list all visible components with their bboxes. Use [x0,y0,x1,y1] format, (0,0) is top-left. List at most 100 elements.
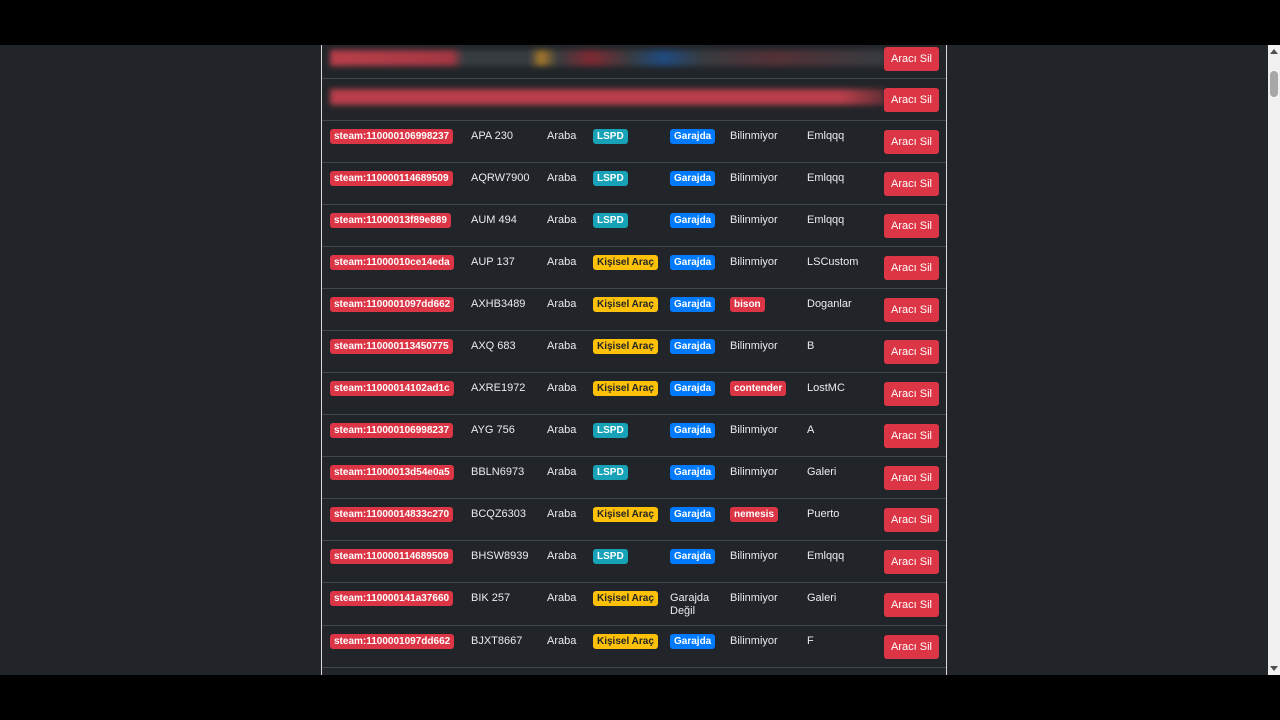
steam-id-badge: steam:1100001097dd662 [330,297,455,312]
scroll-up-icon[interactable] [1270,49,1278,54]
owner-cell: Puerto [807,508,840,520]
table-row: steam:1100001097dd662 AXHB3489 Araba Kişise… [322,288,946,330]
vertical-scrollbar[interactable] [1268,45,1280,675]
model-badge: contender [730,381,787,396]
delete-vehicle-button[interactable]: Aracı Sil [884,635,939,659]
delete-vehicle-button[interactable]: Aracı Sil [884,214,939,238]
vehicle-type-cell: Araba [547,172,577,184]
delete-vehicle-button[interactable]: Aracı Sil [884,593,939,617]
steam-id-badge: steam:110000114689509 [330,549,453,564]
model-cell: Bilinmiyor [730,635,778,647]
vehicle-type-cell: Araba [547,382,577,394]
table-row: steam:110000114689509 AQRW7900 Araba LSPD Ga… [322,162,946,204]
job-badge: Kişisel Araç [593,297,658,312]
delete-vehicle-button[interactable]: Aracı Sil [884,130,939,154]
model-cell: Bilinmiyor [730,130,778,142]
table-row: steam:110000106998237 APA 230 Araba LSPD Gar… [322,120,946,162]
owner-cell: A [807,424,815,436]
owner-cell: B [807,340,815,352]
job-badge: LSPD [593,129,628,144]
garage-status-badge: Garajda [670,171,716,186]
garage-status-badge: Garajda [670,297,716,312]
table-row: steam:11000013d54e0a5 BBLN6973 Araba LSPD Ga… [322,456,946,498]
garage-status-badge: Garajda [670,634,716,649]
garage-status-badge: Garajda [670,507,716,522]
plate-cell: APA 230 [471,130,513,142]
steam-id-badge: steam:11000013f89e889 [330,213,451,228]
plate-cell: BIK 257 [471,592,511,604]
scrollbar-thumb[interactable] [1270,71,1278,97]
job-badge: LSPD [593,549,628,564]
plate-cell: AXHB3489 [471,298,526,310]
table-row: steam:110000114689509 BHSW8939 Araba LSPD Ga… [322,540,946,582]
job-badge: Kişisel Araç [593,381,658,396]
delete-vehicle-button[interactable]: Aracı Sil [884,550,939,574]
delete-vehicle-button[interactable]: Aracı Sil [884,256,939,280]
redacted-content [330,89,885,105]
model-cell: Bilinmiyor [730,256,778,268]
delete-vehicle-button[interactable]: Aracı Sil [884,47,939,71]
steam-id-badge: steam:11000014833c270 [330,507,454,522]
plate-cell: AQRW7900 [471,172,530,184]
garage-status-badge: Garajda [670,465,716,480]
garage-status-badge: Garajda [670,381,716,396]
delete-vehicle-button[interactable]: Aracı Sil [884,88,939,112]
garage-status-badge: Garajda [670,213,716,228]
steam-id-badge: steam:11000013d54e0a5 [330,465,454,480]
vehicle-type-cell: Araba [547,130,577,142]
table-row [322,667,946,675]
delete-vehicle-button[interactable]: Aracı Sil [884,298,939,322]
delete-vehicle-button[interactable]: Aracı Sil [884,382,939,406]
vehicle-type-cell: Araba [547,214,577,226]
vehicle-type-cell: Araba [547,635,577,647]
redacted-row: Aracı Sil [322,78,946,120]
vehicle-type-cell: Araba [547,298,577,310]
job-badge: Kişisel Araç [593,507,658,522]
delete-vehicle-button[interactable]: Aracı Sil [884,466,939,490]
owner-cell: LSCustom [807,256,859,268]
vehicle-type-cell: Araba [547,340,577,352]
plate-cell: AUP 137 [471,256,515,268]
delete-vehicle-button[interactable]: Aracı Sil [884,508,939,532]
delete-vehicle-button[interactable]: Aracı Sil [884,424,939,448]
steam-id-badge: steam:110000106998237 [330,423,454,438]
owner-cell: Doganlar [807,298,852,310]
job-badge: LSPD [593,171,628,186]
job-badge: LSPD [593,465,628,480]
plate-cell: AXQ 683 [471,340,516,352]
table-row: steam:11000014833c270 BCQZ6303 Araba Kişise… [322,498,946,540]
owner-cell: Emlqqq [807,130,845,142]
job-badge: Kişisel Araç [593,339,658,354]
table-row: steam:110000106998237 AYG 756 Araba LSPD Gar… [322,414,946,456]
plate-cell: AYG 756 [471,424,515,436]
garage-status-badge: Garajda [670,549,716,564]
redacted-content [330,50,885,66]
steam-id-badge: steam:110000114689509 [330,171,453,186]
steam-id-badge: steam:110000113450775 [330,339,453,354]
steam-id-badge: steam:110000141a37660 [330,591,454,606]
plate-cell: BHSW8939 [471,550,529,562]
page-viewport: Aracı Sil Aracı Sil steam:11000010699823… [0,45,1268,675]
plate-cell: BCQZ6303 [471,508,527,520]
vehicle-type-cell: Araba [547,550,577,562]
model-badge: bison [730,297,765,312]
garage-status-badge: Garajda [670,255,716,270]
table-row: steam:11000014102ad1c AXRE1972 Araba Kişise… [322,372,946,414]
garage-status-badge: Garajda [670,423,716,438]
garage-status-badge: Garajda [670,129,716,144]
garage-status-badge: Garajda [670,339,716,354]
plate-cell: AXRE1972 [471,382,526,394]
owner-cell: Galeri [807,466,837,478]
owner-cell: Emlqqq [807,172,845,184]
model-cell: Bilinmiyor [730,424,778,436]
plate-cell: BJXT8667 [471,635,523,647]
model-cell: Bilinmiyor [730,340,778,352]
delete-vehicle-button[interactable]: Aracı Sil [884,172,939,196]
delete-vehicle-button[interactable]: Aracı Sil [884,340,939,364]
plate-cell: BBLN6973 [471,466,525,478]
garage-status-text: Garajda Değil [670,592,710,617]
scroll-down-icon[interactable] [1270,666,1278,671]
job-badge: Kişisel Araç [593,255,658,270]
vehicle-type-cell: Araba [547,508,577,520]
table-row: steam:11000010ce14eda AUP 137 Araba Kişisel… [322,246,946,288]
